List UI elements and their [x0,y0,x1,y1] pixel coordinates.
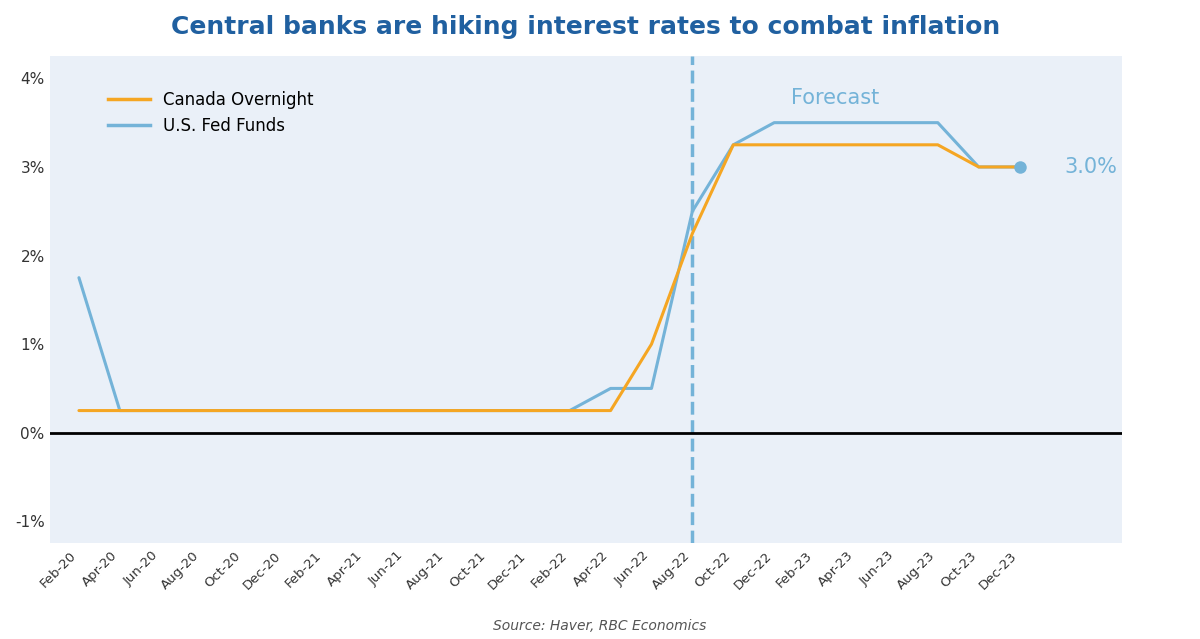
Text: 3.0%: 3.0% [1064,157,1117,177]
Title: Central banks are hiking interest rates to combat inflation: Central banks are hiking interest rates … [172,15,1001,39]
Legend: Canada Overnight, U.S. Fed Funds: Canada Overnight, U.S. Fed Funds [102,84,320,142]
Text: Source: Haver, RBC Economics: Source: Haver, RBC Economics [493,619,707,633]
Text: Forecast: Forecast [792,88,880,108]
